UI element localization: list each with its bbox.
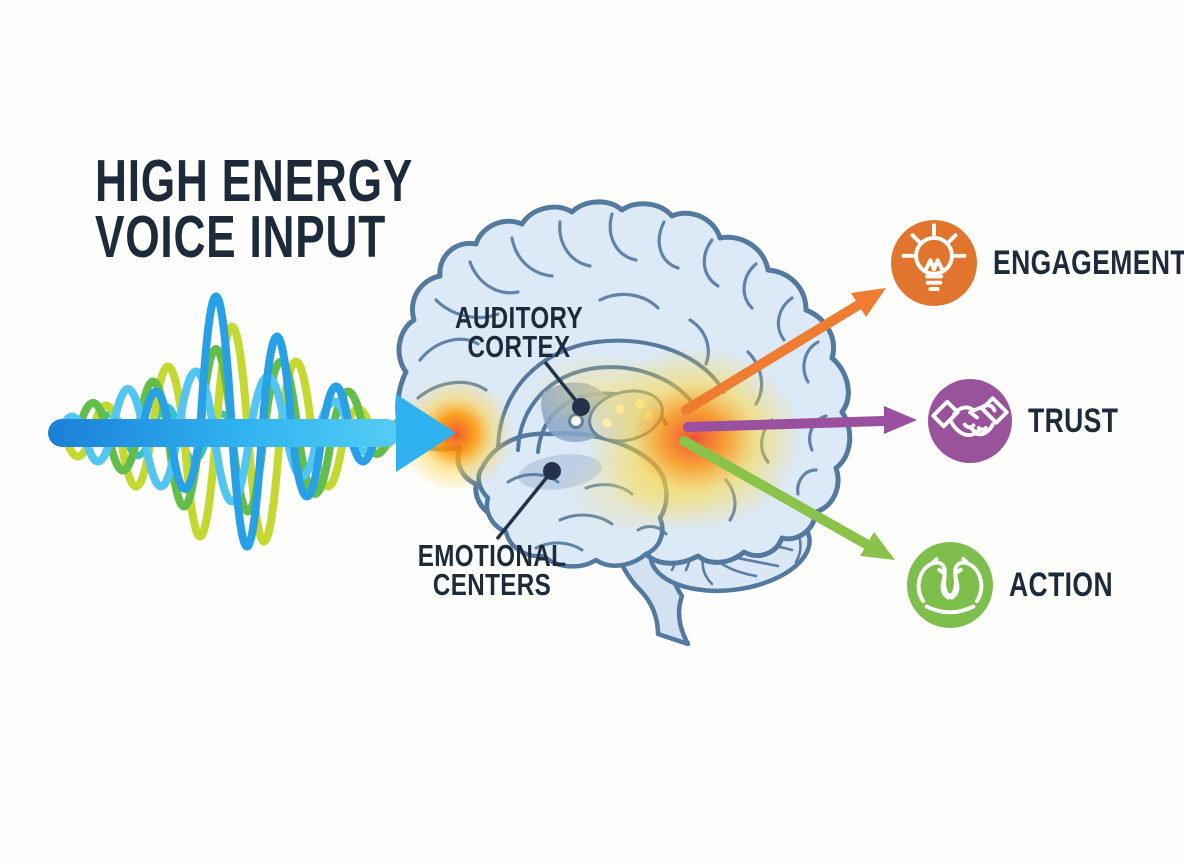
wave-yellow-green [60,322,398,546]
bicep-icon [907,542,993,628]
arrow-engagement [681,299,865,415]
title-line-2: VOICE INPUT [95,204,386,270]
arrow-trust [683,416,889,432]
glow-entry [398,376,514,492]
activation-glows [398,346,802,537]
title-line-1: HIGH ENERGY [95,148,414,214]
callout-pointers [495,360,590,541]
arrowhead-engagement [851,288,886,317]
outcome-label-trust: TRUST [1028,401,1119,440]
outcome-label-engagement: ENGAGEMENT [993,243,1184,282]
pointer-auditory [543,360,583,409]
label-auditory-cortex: AUDITORY CORTEX [454,300,584,364]
glow-emotional-hotspot [586,346,802,530]
outcome-trust: TRUST [928,379,1144,463]
wave-blue [138,292,380,551]
lightbulb-icon [891,220,977,306]
arrowhead-trust [884,406,917,434]
handshake-icon [928,379,1012,463]
arrowhead-action [860,532,895,560]
outcome-label-action: ACTION [1009,565,1113,604]
pointer-dot-emotional [543,462,561,480]
outcome-engagement: ENGAGEMENT [891,220,1184,306]
arrow-action [679,436,871,549]
outcome-action: ACTION [907,542,1142,628]
page-title: HIGH ENERGY VOICE INPUT [95,148,414,270]
label-emotional-centers: EMOTIONAL CENTERS [417,538,567,602]
outcome-arrows [679,288,917,560]
pointer-dot-auditory [572,398,590,416]
pointer-emotional [495,469,554,541]
voice-input-arrow [48,394,456,472]
